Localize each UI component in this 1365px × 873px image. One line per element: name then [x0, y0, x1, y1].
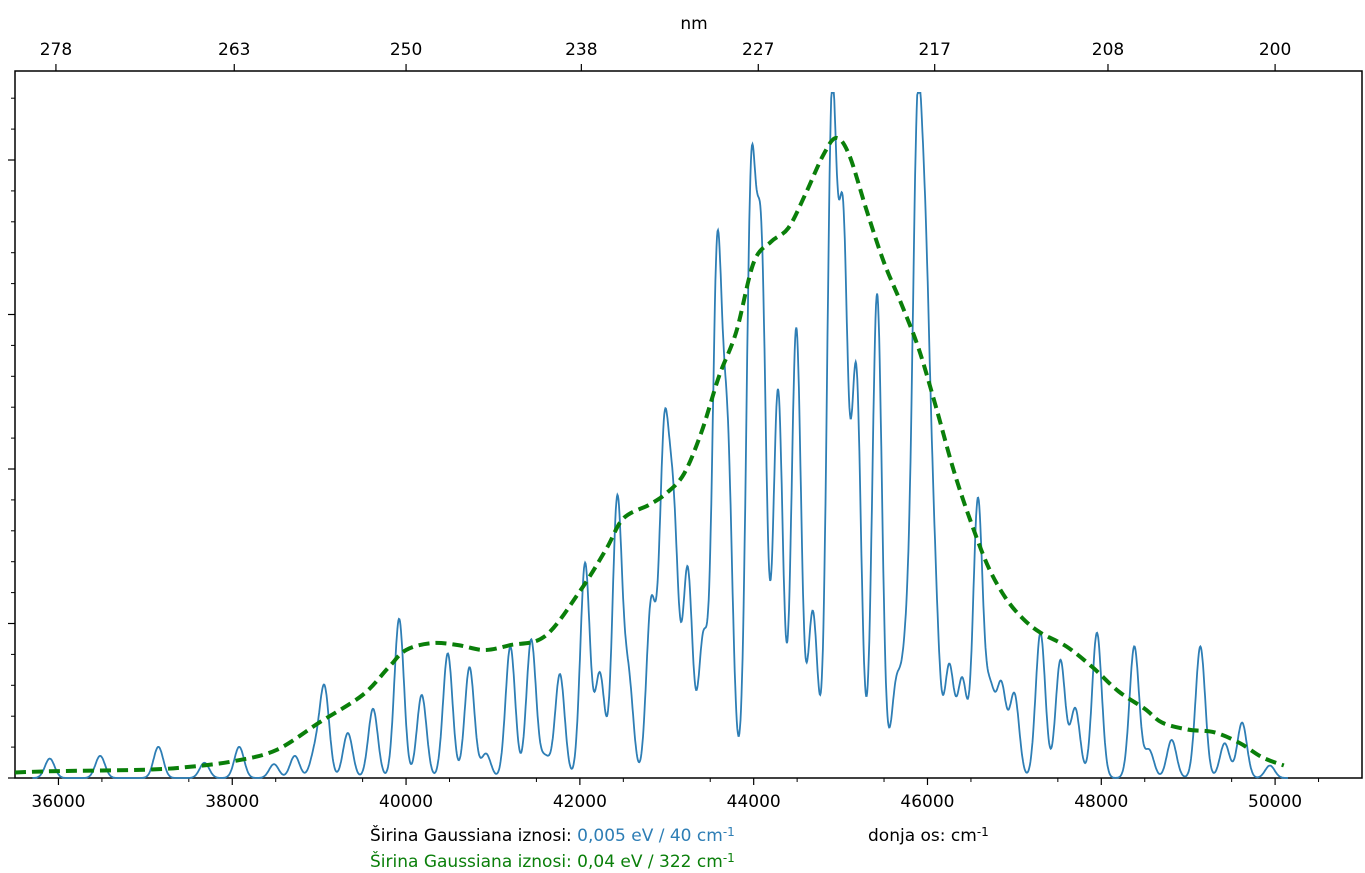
caption-axis-note: donja os: cm-1	[868, 822, 989, 846]
left-axis-ticks	[8, 98, 15, 778]
top-tick-label: 200	[1259, 40, 1291, 60]
bottom-tick-label: 50000	[1248, 792, 1302, 812]
bottom-tick-label: 46000	[900, 792, 954, 812]
plot-frame	[15, 71, 1362, 778]
caption-broad-width: Širina Gaussiana iznosi: 0,04 eV / 322 c…	[370, 848, 735, 872]
top-tick-label: 278	[40, 40, 72, 60]
caption-narrow-width: Širina Gaussiana iznosi: 0,005 eV / 40 c…	[370, 822, 735, 846]
bottom-tick-label: 40000	[379, 792, 433, 812]
bottom-tick-label: 36000	[31, 792, 85, 812]
top-tick-label: 263	[218, 40, 250, 60]
top-tick-label: 238	[565, 40, 597, 60]
bottom-axis-ticks: 36000 38000 40000 42000 44000 46000 48000 50000	[31, 778, 1318, 812]
bottom-tick-label: 44000	[727, 792, 781, 812]
caption-narrow-prefix: Širina Gaussiana iznosi:	[370, 826, 577, 846]
caption-narrow-value: 0,005 eV / 40 cm-1	[577, 826, 735, 846]
top-tick-label: 217	[918, 40, 950, 60]
top-tick-label: 250	[390, 40, 422, 60]
top-axis-ticks: 278 263 250 238 227 217 208 200	[40, 40, 1292, 71]
bottom-tick-label: 42000	[553, 792, 607, 812]
top-tick-label: 227	[742, 40, 774, 60]
top-tick-label: 208	[1092, 40, 1124, 60]
bottom-tick-label: 48000	[1074, 792, 1128, 812]
top-axis-title: nm	[680, 14, 707, 34]
bottom-tick-label: 38000	[205, 792, 259, 812]
series-narrow-gaussian	[32, 93, 1288, 778]
